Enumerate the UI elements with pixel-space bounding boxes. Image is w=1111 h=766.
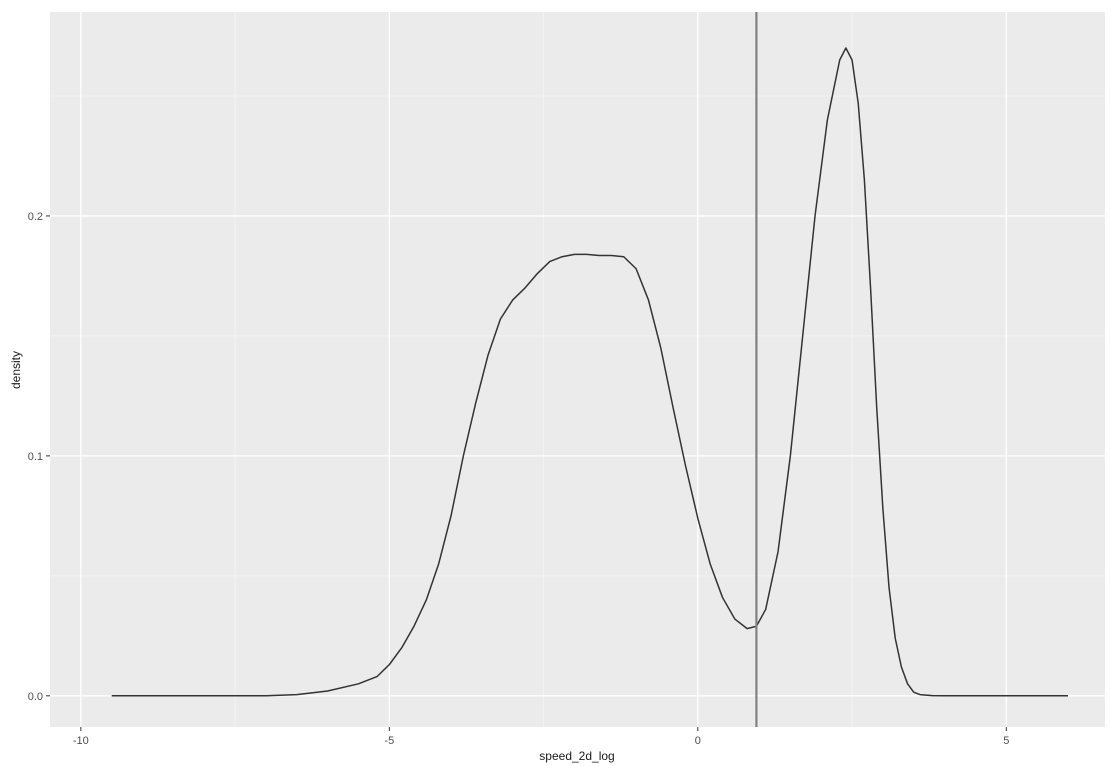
y-tick-label: 0.1 — [28, 451, 43, 463]
minor-gridlines — [50, 12, 1105, 727]
series-layer — [111, 47, 1068, 697]
y-tick-label: 0.0 — [28, 691, 43, 703]
x-tick-label: 0 — [695, 735, 701, 747]
x-axis-title: speed_2d_log — [539, 749, 614, 763]
y-axis: 0.0 0.1 0.2 — [28, 211, 50, 703]
density-curve — [111, 47, 1068, 697]
y-axis-title: density — [9, 351, 23, 389]
y-tick-label: 0.2 — [28, 211, 43, 223]
x-tick-label: -10 — [73, 735, 89, 747]
x-axis: -10 -5 0 5 — [73, 727, 1009, 747]
plot-panel — [50, 12, 1105, 727]
x-tick-label: -5 — [384, 735, 394, 747]
x-tick-label: 5 — [1003, 735, 1009, 747]
